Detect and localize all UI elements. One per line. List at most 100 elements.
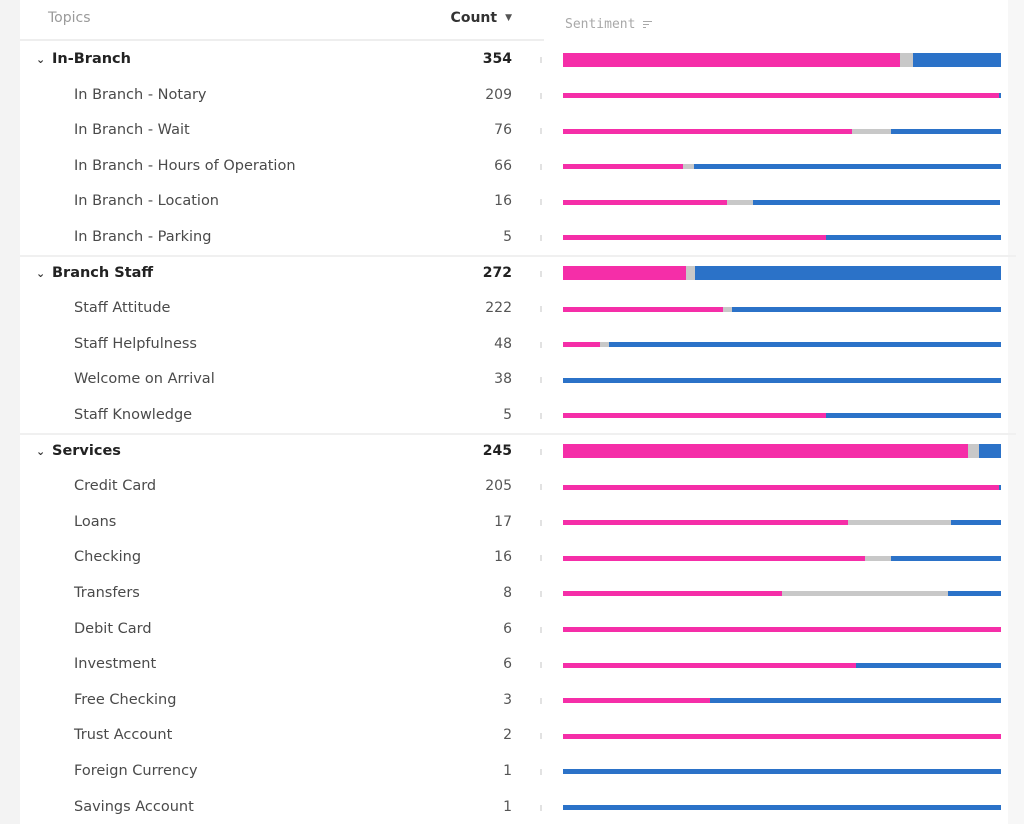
positive-segment [826,235,1001,241]
neutral-segment [968,444,979,459]
topic-row[interactable]: Free Checking 3 [20,683,544,718]
sentiment-bar [563,662,1001,668]
row-tick [540,662,542,669]
positive-segment [999,92,1001,98]
sentiment-bar [563,266,1001,281]
row-tick [540,626,542,633]
topic-row[interactable]: Staff Attitude 222 [20,291,544,326]
topic-row[interactable]: Debit Card 6 [20,612,544,647]
sentiment-bar [563,235,1001,241]
topic-row[interactable]: Welcome on Arrival 38 [20,362,544,397]
negative-segment [563,733,1001,739]
sentiment-bar [563,444,1001,459]
sentiment-bar [563,128,1001,134]
topic-count: 66 [494,157,512,174]
topic-row[interactable]: Staff Helpfulness 48 [20,327,544,362]
topic-row[interactable]: Staff Knowledge 5 [20,398,544,433]
group-count: 245 [482,442,512,459]
negative-segment [563,266,686,281]
group-label[interactable]: ⌄ Branch Staff [36,256,153,291]
topic-row[interactable]: In Branch - Notary 209 [20,78,544,113]
group-count: 354 [482,51,512,67]
sentiment-bar [563,698,1001,704]
neutral-segment [600,342,609,348]
topic-row[interactable]: In Branch - Location 16 [20,184,544,219]
row-tick [540,306,542,313]
chevron-down-icon[interactable]: ⌄ [36,444,46,458]
topic-label: Welcome on Arrival [74,371,215,388]
row-tick [540,555,542,562]
positive-segment [826,413,1001,419]
positive-segment [563,804,1001,810]
topic-count: 16 [494,193,512,210]
topic-label: In Branch - Location [74,193,219,210]
topic-label: Loans [74,513,117,530]
topic-row[interactable]: In Branch - Wait 76 [20,113,544,148]
negative-segment [563,520,848,526]
topic-row[interactable]: Checking 16 [20,540,544,575]
row-tick [540,769,542,775]
count-header-label: Count [450,10,498,26]
topic-label: Staff Helpfulness [74,335,197,352]
neutral-segment [723,306,732,312]
topic-row[interactable]: Savings Account 1 [20,790,544,825]
group-divider [20,432,1016,435]
neutral-segment [852,128,891,134]
topics-column-header: Topics [48,0,91,36]
topic-row[interactable]: Credit Card 205 [20,469,544,504]
row-tick [540,128,542,135]
topic-row[interactable]: Loans 17 [20,505,544,540]
topic-row[interactable]: In Branch - Hours of Operation 66 [20,149,544,184]
negative-segment [563,199,727,205]
row-tick [540,377,542,384]
sentiment-bar [563,769,1001,775]
positive-segment [563,377,1001,383]
chevron-down-icon[interactable]: ⌄ [36,266,46,280]
row-tick [540,697,542,704]
sentiment-bar [563,52,1001,67]
row-tick [540,57,542,63]
row-tick [540,341,542,348]
positive-segment [891,555,1001,561]
topic-row[interactable]: Foreign Currency 1 [20,754,544,789]
topic-count: 2 [503,727,512,744]
topic-row[interactable]: Transfers 8 [20,576,544,611]
topic-label: In Branch - Wait [74,122,190,139]
sort-lines-icon[interactable] [643,19,653,30]
row-tick [540,270,542,277]
count-column-header[interactable]: Count ▼ [420,0,512,36]
row-tick [540,448,542,455]
negative-segment [563,342,600,348]
topic-label: In Branch - Parking [74,229,212,245]
group-label[interactable]: ⌄ In-Branch [36,42,131,77]
positive-segment [891,128,1001,134]
sentiment-bar [563,733,1001,739]
sentiment-column-header[interactable]: Sentiment [565,6,653,42]
group-row[interactable]: ⌄ Branch Staff 272 [20,256,544,291]
topic-count: 1 [503,763,512,779]
topic-count: 6 [503,656,512,673]
negative-segment [563,164,683,170]
row-tick [540,235,542,241]
group-row[interactable]: ⌄ Services 245 [20,434,544,469]
topic-label: Debit Card [74,620,152,637]
group-row[interactable]: ⌄ In-Branch 354 [20,42,544,77]
row-tick [540,163,542,170]
topic-label: Foreign Currency [74,763,198,779]
positive-segment [694,164,1001,170]
group-label[interactable]: ⌄ Services [36,434,121,469]
positive-segment [563,769,1001,775]
topic-row[interactable]: Investment 6 [20,647,544,682]
sentiment-bar [563,591,1001,597]
negative-segment [563,591,782,597]
positive-segment [710,698,1001,704]
topic-row[interactable]: In Branch - Parking 5 [20,220,544,255]
topic-count: 48 [494,335,512,352]
sentiment-bar [563,377,1001,383]
negative-segment [563,662,856,668]
topic-label: Trust Account [74,727,173,744]
sentiment-bar [563,92,1001,98]
chevron-down-icon[interactable]: ⌄ [36,53,46,66]
topic-count: 6 [503,620,512,637]
topic-row[interactable]: Trust Account 2 [20,718,544,753]
